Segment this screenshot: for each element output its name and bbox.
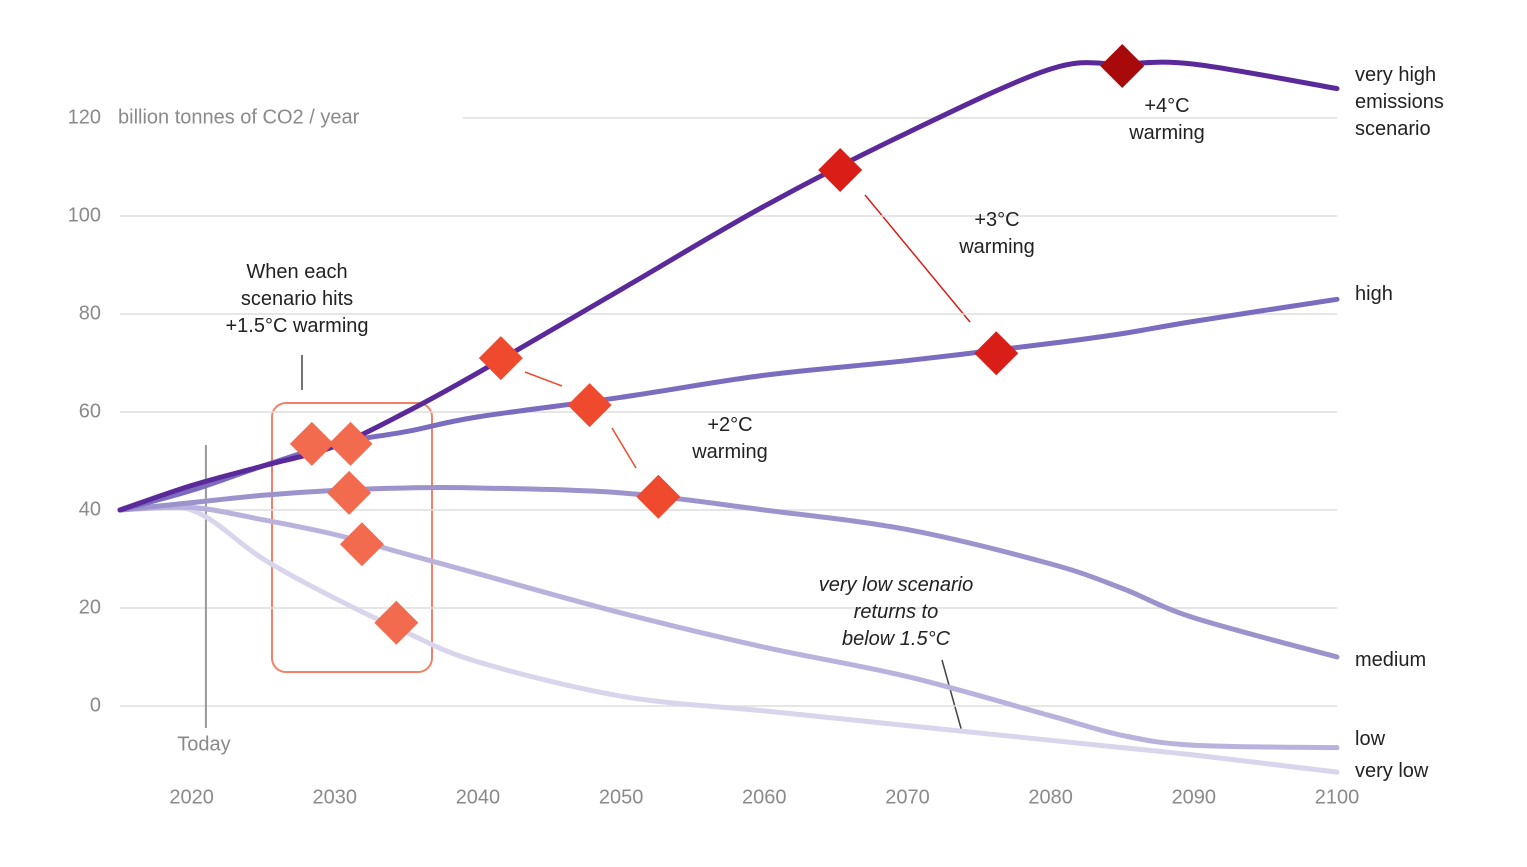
warming-marker — [818, 147, 863, 192]
warming-marker — [478, 336, 523, 381]
connector — [611, 427, 637, 469]
x-tick-label: 2090 — [1172, 786, 1217, 808]
series-label: medium — [1355, 649, 1427, 671]
warming-marker — [289, 421, 334, 466]
annotation: +4°C warming — [1129, 95, 1205, 144]
warming-marker — [636, 474, 681, 519]
warming-marker — [327, 470, 372, 515]
annotation: +2°C warming — [692, 414, 768, 463]
series-label: high — [1355, 283, 1393, 305]
x-tick-label: 2050 — [599, 786, 644, 808]
warming-marker — [374, 600, 419, 645]
annotation: very low scenario returns to below 1.5°C — [818, 574, 974, 650]
x-tick-label: 2020 — [169, 786, 214, 808]
connector — [524, 371, 563, 387]
x-tick-label: 2060 — [742, 786, 787, 808]
connector — [941, 659, 963, 733]
y-tick-label: 120 — [68, 106, 101, 128]
connector — [864, 194, 971, 323]
x-tick-label: 2080 — [1028, 786, 1073, 808]
warming-marker — [328, 421, 373, 466]
y-tick-label: 80 — [79, 302, 101, 324]
annotation: +3°C warming — [959, 209, 1035, 258]
series-line — [117, 484, 1340, 660]
series-label: low — [1355, 728, 1386, 750]
warming-marker — [339, 522, 384, 567]
y-axis-label: billion tonnes of CO2 / year — [118, 106, 360, 128]
x-tick-label: 2030 — [313, 786, 358, 808]
highlight-box — [271, 402, 433, 673]
today-label: Today — [177, 733, 230, 755]
x-tick-label: 2040 — [456, 786, 501, 808]
y-tick-label: 40 — [79, 498, 101, 520]
series-label: very high emissions scenario — [1355, 64, 1444, 140]
warming-marker — [974, 331, 1019, 376]
x-tick-label: 2070 — [885, 786, 930, 808]
y-tick-label: 100 — [68, 204, 101, 226]
x-tick-label: 2100 — [1315, 786, 1360, 808]
y-tick-label: 0 — [90, 694, 101, 716]
annotation: When each scenario hits +1.5°C warming — [225, 261, 369, 337]
y-tick-label: 60 — [79, 400, 101, 422]
series-line — [117, 503, 1340, 775]
warming-marker — [1100, 44, 1145, 89]
series-line — [117, 504, 1340, 751]
series-label: very low — [1355, 760, 1429, 782]
y-tick-label: 20 — [79, 596, 101, 618]
warming-marker — [567, 383, 612, 428]
